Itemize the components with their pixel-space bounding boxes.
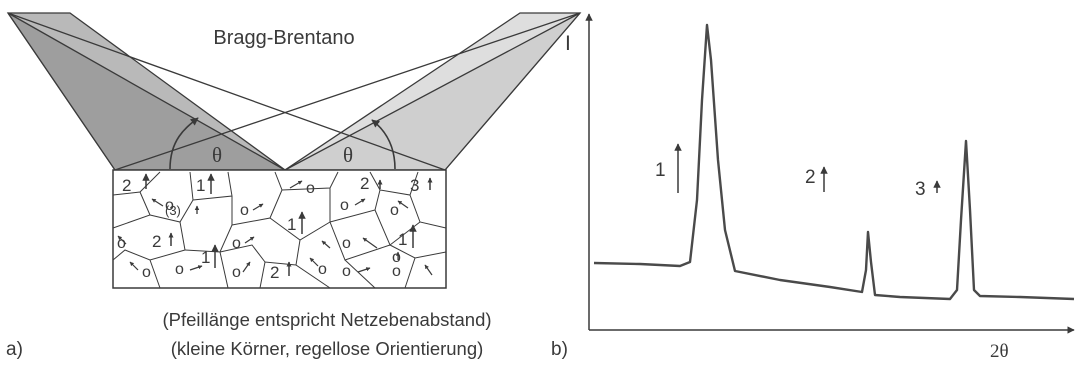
small-grain: o [232,235,241,252]
grain-label: 1 [201,248,210,267]
panel-a-label: a) [6,339,23,360]
small-grain: o [392,249,401,266]
grain-label: 2 [360,174,369,193]
small-grain: o [318,261,327,278]
peak-label-2: 2 [805,167,816,188]
small-grain-markers: o o o o o o o o o o o o o o o [117,180,401,281]
small-grain: o [306,180,315,197]
theta-arc-right [371,119,396,170]
x-axis-label: 2θ [990,341,1009,362]
panel-b-label: b) [551,339,568,360]
small-grain: o [392,263,401,280]
small-grain: o [142,264,151,281]
grain-label: 1 [398,230,407,249]
panel-a-diagram: Bragg-Brentano θ θ [6,12,582,360]
small-grain: o [340,197,349,214]
small-grain: o [117,235,126,252]
peak-label-1: 1 [655,160,666,181]
theta-arc-left [169,117,199,170]
small-grain: o [175,261,184,278]
diagram-title: Bragg-Brentano [213,27,354,49]
grain-label: 1 [196,176,205,195]
theta-left-label: θ [212,143,222,167]
grain-label: 3 [410,176,419,195]
polycrystal-sample: 2 1 2 3 (3) 2 1 1 1 2 1 o o o [112,169,447,289]
grain-label: 2 [270,263,279,282]
caption-line-1: (Pfeillänge entspricht Netzebenabstand) [162,309,491,330]
y-axis-label: I [565,32,571,55]
grain-label: (3) [165,203,181,218]
grain-label: 2 [122,176,131,195]
small-grain: o [165,197,174,214]
small-grain: o [240,202,249,219]
orientation-arrows [117,180,433,276]
diffraction-curve [593,23,1075,301]
small-grain: o [342,235,351,252]
peak-label-3: 3 [915,179,926,200]
grain-label: 1 [287,215,296,234]
small-grain: o [232,264,241,281]
panel-b-diffractogram: I 2θ b) 1 2 3 [551,13,1075,362]
theta-right-label: θ [343,143,353,167]
caption-line-2: (kleine Körner, regellose Orientierung) [171,338,484,359]
small-grain: o [342,263,351,280]
grain-label: 2 [152,232,161,251]
small-grain: o [390,202,399,219]
